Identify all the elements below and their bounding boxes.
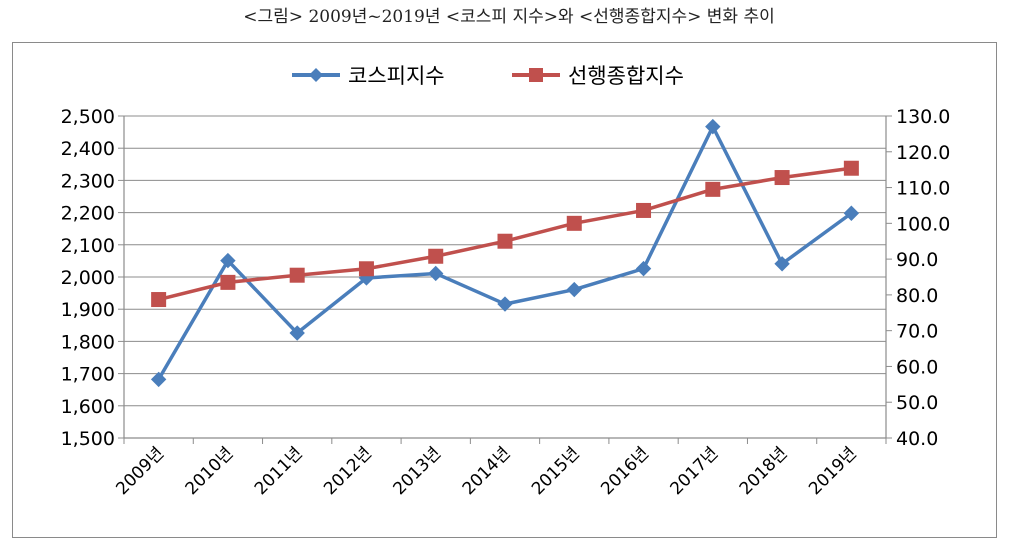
y-left-tick-label: 1,600 xyxy=(61,396,115,418)
y-right-tick-label: 110.0 xyxy=(896,178,950,200)
y-left-tick-label: 2,400 xyxy=(61,138,115,160)
y-left-ticks: 1,500 1,600 1,700 1,800 1,900 2,000 2,100 2,200… xyxy=(61,106,115,450)
legend-swatch-diamond xyxy=(309,68,323,82)
chart-caption: <그림> 2009년~2019년 <코스피 지수>와 <선행종합지수> 변화 추… xyxy=(243,7,775,27)
y-left-tick-label: 2,300 xyxy=(61,170,115,192)
data-point-square xyxy=(428,248,444,264)
data-point-diamond xyxy=(150,371,167,388)
y-right-ticks: 40.0 50.0 60.0 70.0 80.0 90.0 100.0 110.0 120.0 1… xyxy=(896,106,950,450)
x-tick-label: 2018년 xyxy=(736,443,792,499)
data-point-diamond xyxy=(289,325,305,341)
x-tick-label: 2012년 xyxy=(320,443,376,499)
chart-frame xyxy=(12,42,997,538)
y-right-tick-label: 70.0 xyxy=(896,321,938,343)
legend-label: 선행종합지수 xyxy=(568,64,684,88)
x-tick-label: 2016년 xyxy=(597,443,653,499)
data-point-diamond xyxy=(497,296,513,312)
data-point-square xyxy=(636,202,652,218)
data-point-square xyxy=(358,261,374,277)
data-point-square xyxy=(289,267,305,283)
x-tick-label: 2011년 xyxy=(251,443,307,499)
data-point-square xyxy=(497,233,513,249)
y-right-tick-label: 40.0 xyxy=(896,428,938,450)
legend-swatch-square xyxy=(529,68,543,82)
y-right-tick-label: 130.0 xyxy=(896,106,950,128)
legend-label: 코스피지수 xyxy=(348,64,445,88)
y-right-tick-label: 120.0 xyxy=(896,142,950,164)
data-point-diamond xyxy=(566,281,582,298)
axes xyxy=(118,115,892,444)
y-left-tick-label: 2,100 xyxy=(61,235,115,257)
y-left-tick-label: 2,000 xyxy=(61,267,115,289)
x-tick-label: 2014년 xyxy=(459,443,515,499)
x-tick-label: 2010년 xyxy=(182,443,238,499)
data-point-square xyxy=(774,170,790,186)
data-point-diamond xyxy=(220,252,236,269)
data-point-square xyxy=(843,160,859,176)
data-point-square xyxy=(151,292,167,308)
y-left-tick-label: 1,500 xyxy=(61,428,115,450)
x-tick-label: 2015년 xyxy=(528,443,584,499)
y-right-tick-label: 100.0 xyxy=(896,213,950,235)
y-left-tick-label: 1,700 xyxy=(61,364,115,386)
x-tick-label: 2017년 xyxy=(667,443,723,499)
gridlines xyxy=(124,115,886,439)
y-right-tick-label: 80.0 xyxy=(896,285,938,307)
data-point-diamond xyxy=(843,205,860,221)
x-tick-label: 2013년 xyxy=(389,443,445,499)
y-left-tick-label: 1,800 xyxy=(61,331,115,353)
data-point-diamond xyxy=(635,260,652,277)
y-left-tick-label: 2,500 xyxy=(61,106,115,128)
x-tick-label: 2009년 xyxy=(112,443,168,499)
data-point-square xyxy=(705,181,721,197)
data-point-diamond xyxy=(705,118,721,135)
data-point-square xyxy=(566,215,582,231)
data-point-diamond xyxy=(774,256,790,272)
y-left-tick-label: 1,900 xyxy=(61,299,115,321)
y-left-tick-label: 2,200 xyxy=(61,203,115,225)
y-right-tick-label: 50.0 xyxy=(896,392,938,414)
y-right-tick-label: 60.0 xyxy=(896,356,938,378)
data-point-diamond xyxy=(428,265,444,282)
y-right-tick-label: 90.0 xyxy=(896,249,938,271)
series-layer xyxy=(150,118,860,388)
data-point-square xyxy=(220,274,236,290)
x-tick-label: 2019년 xyxy=(805,443,861,499)
legend: 코스피지수 선행종합지수 xyxy=(292,64,684,88)
x-ticks: 2009년 2010년 2011년 2012년 2013년 2014년 2015년 2016년… xyxy=(112,443,861,499)
